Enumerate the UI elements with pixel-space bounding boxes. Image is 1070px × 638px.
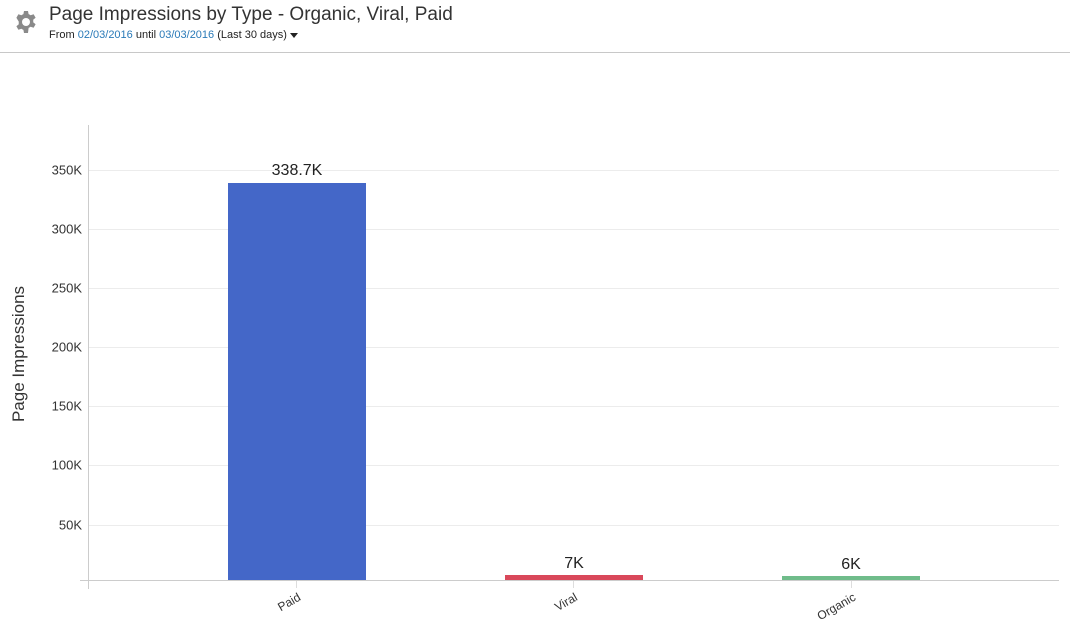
gridline-100k <box>89 465 1059 466</box>
bar-chart: Page Impressions 350K 300K 250K 200K 150… <box>9 125 1059 623</box>
gridline-200k <box>89 347 1059 348</box>
bar-paid[interactable] <box>228 183 366 580</box>
y-tick-label: 250K <box>51 280 82 296</box>
until-date-link[interactable]: 03/03/2016 <box>159 29 215 41</box>
y-tick-label: 200K <box>51 339 82 355</box>
chart-title: Page Impressions by Type - Organic, Vira… <box>49 4 453 25</box>
x-tick-label: Viral <box>552 590 580 615</box>
date-range: From 02/03/2016 until 03/03/2016 (Last 3… <box>49 29 298 41</box>
until-label: until <box>135 29 157 41</box>
x-tick-mark <box>296 581 297 588</box>
y-tick-label: 300K <box>51 221 82 237</box>
bar-organic[interactable] <box>782 576 920 580</box>
gridline-300k <box>89 229 1059 230</box>
y-tick-label: 50K <box>58 517 82 533</box>
x-tick-mark <box>851 581 852 588</box>
chart-header: Page Impressions by Type - Organic, Vira… <box>0 0 1070 53</box>
bar-value-label: 338.7K <box>271 162 323 179</box>
x-tick-label: Paid <box>275 590 303 615</box>
gear-icon[interactable] <box>14 10 38 34</box>
y-tick-label: 350K <box>51 162 82 178</box>
x-tick-label: Organic <box>814 590 858 624</box>
y-axis-line <box>88 125 89 589</box>
from-date-link[interactable]: 02/03/2016 <box>77 29 133 41</box>
caret-down-icon[interactable] <box>289 32 298 38</box>
x-tick-mark <box>573 581 574 588</box>
bar-viral[interactable] <box>505 575 643 580</box>
bar-value-label: 7K <box>564 555 584 572</box>
bar-value-label: 6K <box>841 556 861 573</box>
x-axis-line <box>80 580 1059 581</box>
gridline-50k <box>89 525 1059 526</box>
range-dropdown[interactable]: (Last 30 days) <box>217 29 287 41</box>
gridline-150k <box>89 406 1059 407</box>
gridline-350k <box>89 170 1059 171</box>
y-tick-label: 150K <box>51 398 82 414</box>
gridline-250k <box>89 288 1059 289</box>
y-tick-label: 100K <box>51 457 82 473</box>
from-label: From <box>49 29 75 41</box>
